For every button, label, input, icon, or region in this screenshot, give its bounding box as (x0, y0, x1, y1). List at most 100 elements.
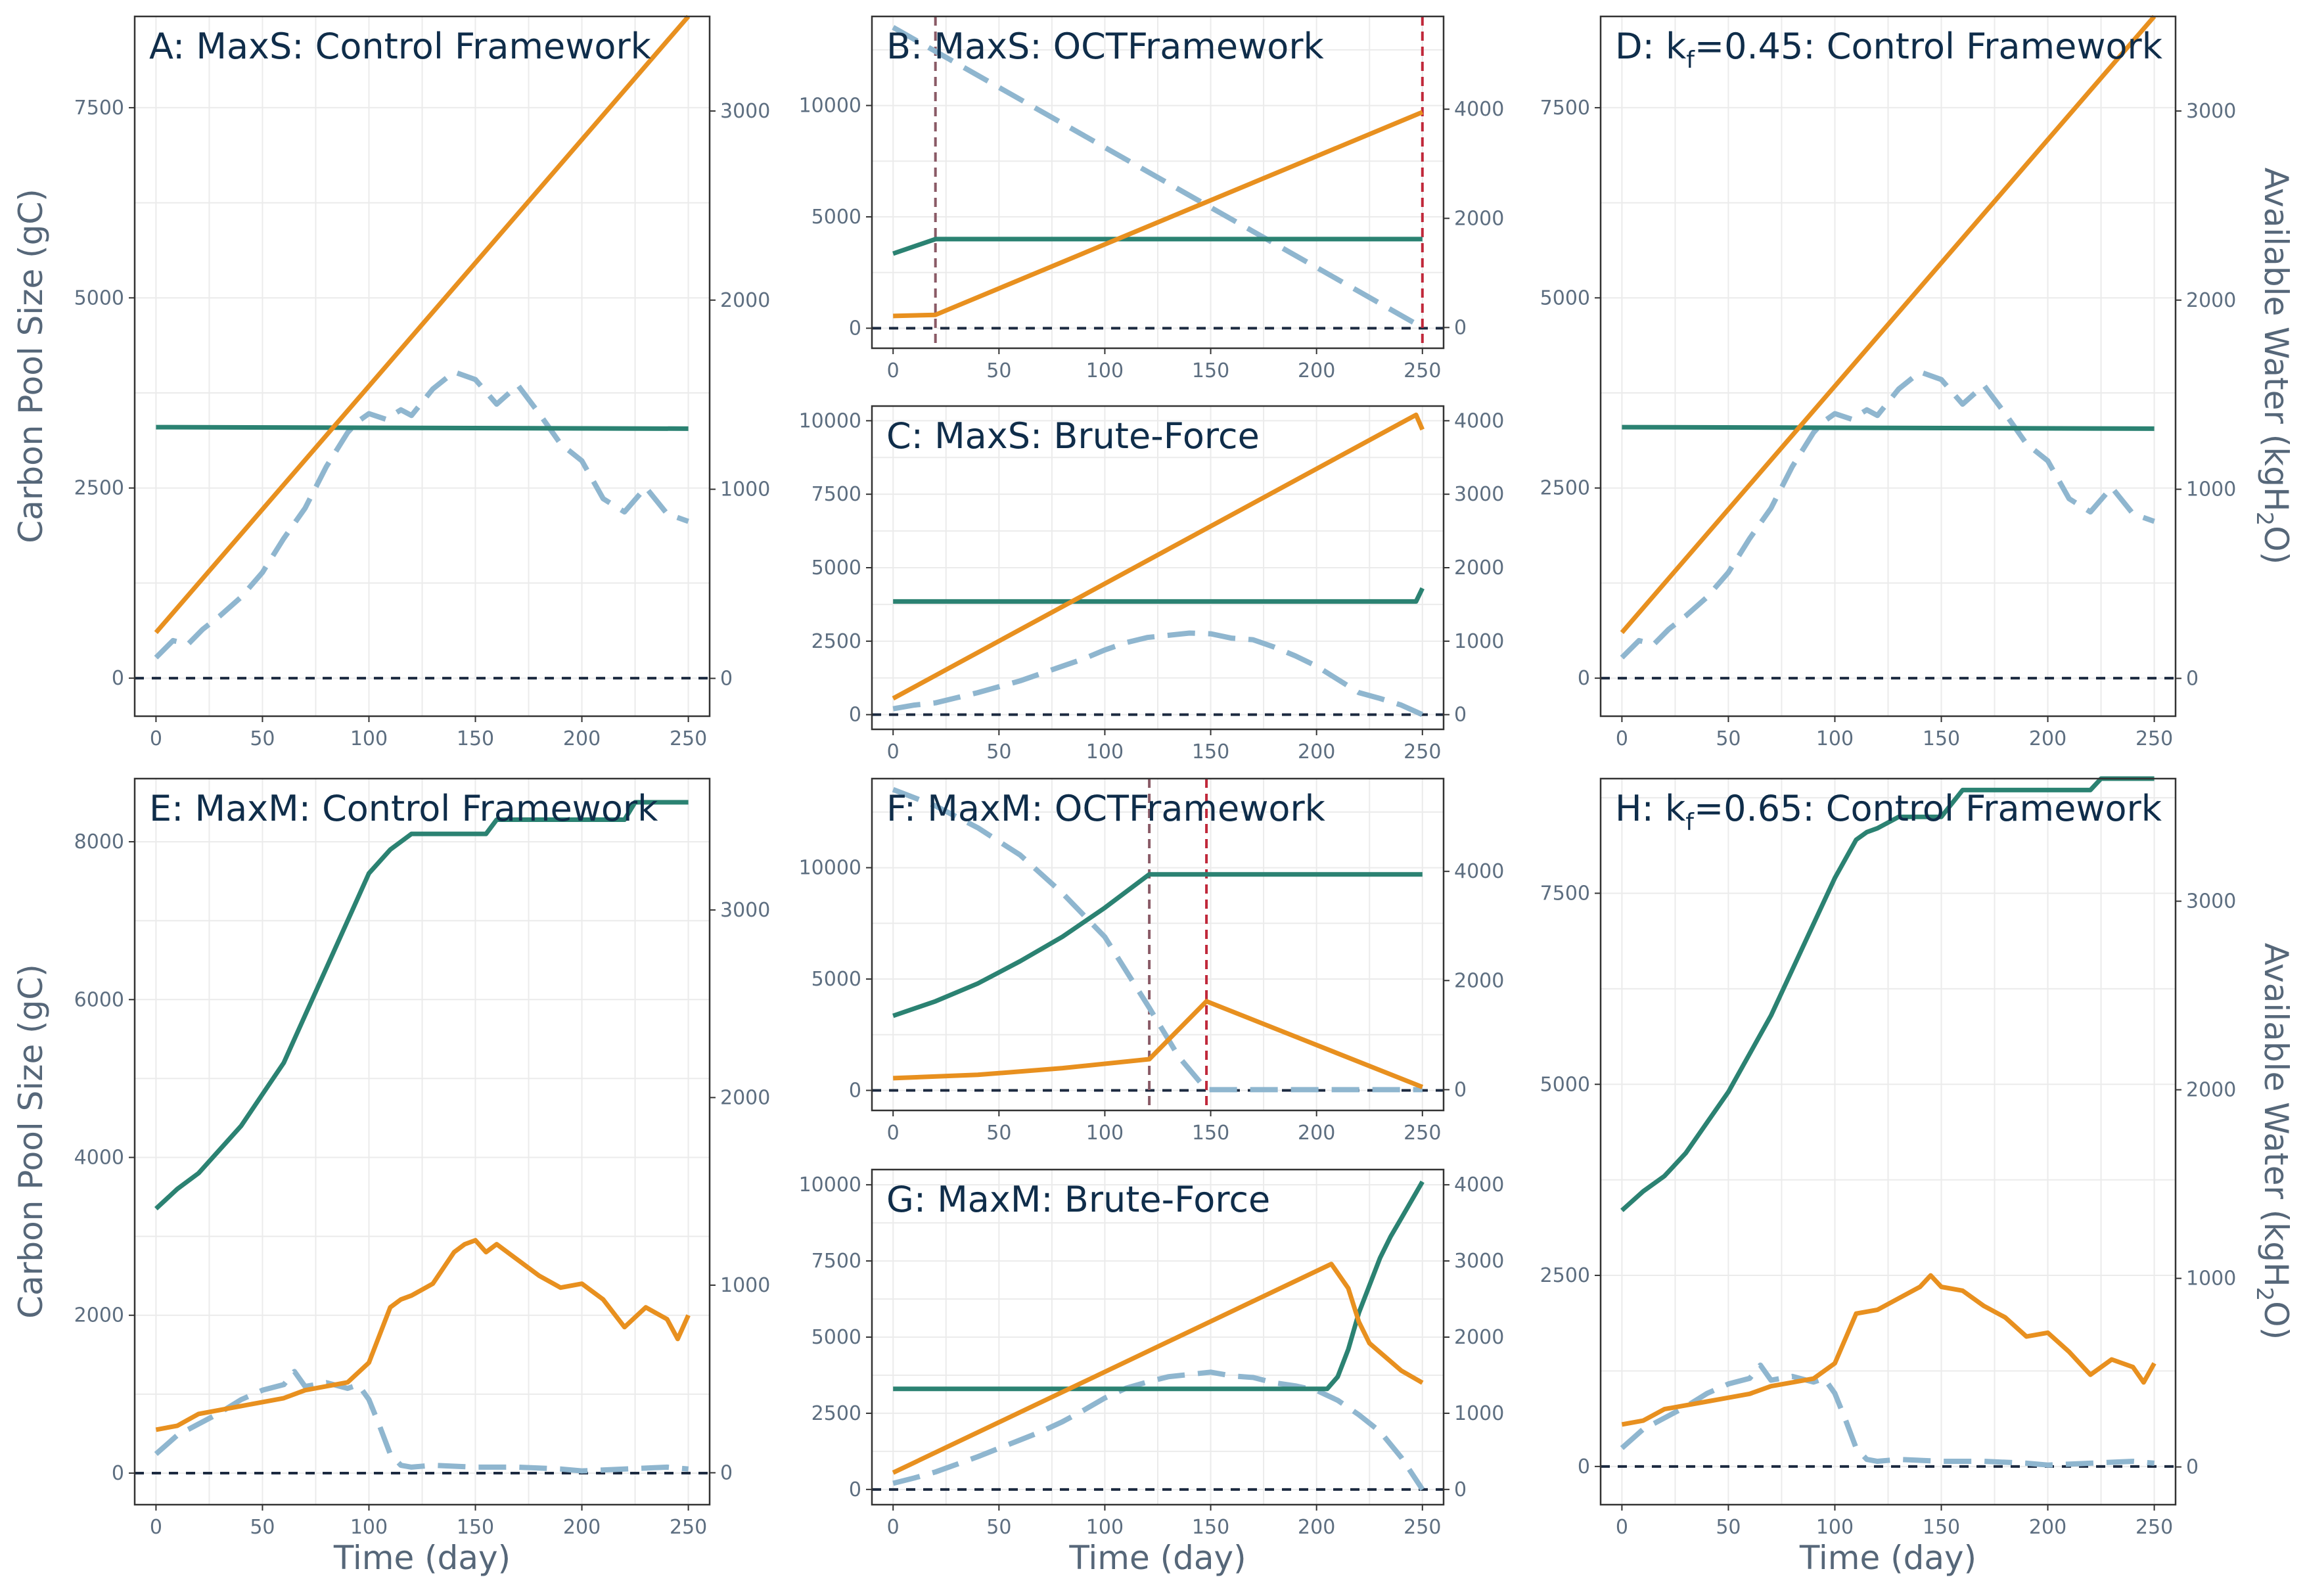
y-right-tick-label: 1000 (720, 478, 770, 501)
x-tick-label: 100 (1816, 727, 1854, 750)
panel-frame (133, 777, 711, 1506)
panel-b: 0 50 100 150 200 250 0 5000 10000 0 2000 4000 B: Max… (799, 15, 1504, 382)
y-left-tick-label: 0 (849, 1478, 861, 1501)
left-axis-label: Carbon Pool Size (gC) (12, 189, 50, 543)
y-left-tick-label: 5000 (811, 968, 861, 991)
series-structural-line (156, 424, 689, 431)
series-storage-line (892, 1262, 1424, 1475)
y-right-tick-label: 1000 (1454, 1402, 1504, 1425)
series-water-line (154, 369, 689, 660)
x-tick-label: 250 (670, 727, 707, 750)
x-tick-label: 200 (2029, 1516, 2066, 1539)
x-tick-label: 50 (986, 741, 1011, 764)
y-right-tick-label: 0 (1454, 1078, 1467, 1101)
y-left-tick-label: 7500 (811, 483, 861, 506)
y-left-tick-label: 0 (849, 704, 861, 727)
y-left-tick-label: 5000 (1540, 286, 1590, 309)
y-left-tick-label: 2500 (811, 630, 861, 653)
x-tick-label: 50 (250, 1516, 275, 1539)
y-left-tick-label: 5000 (811, 206, 861, 229)
x-tick-label: 100 (1086, 1516, 1124, 1539)
y-right-tick-label: 3000 (1454, 1250, 1504, 1273)
gridlines (135, 779, 710, 1505)
y-right-tick-label: 3000 (2186, 100, 2236, 123)
y-right-tick-label: 4000 (1454, 98, 1504, 121)
x-tick-label: 0 (1616, 1516, 1628, 1539)
y-left-tick-label: 0 (849, 317, 861, 340)
x-tick-label: 250 (670, 1516, 707, 1539)
x-tick-label: 50 (1716, 1516, 1741, 1539)
y-left-tick-label: 5000 (811, 1326, 861, 1349)
y-left-tick-label: 0 (112, 1462, 124, 1485)
x-tick-label: 250 (1404, 741, 1441, 764)
y-right-tick-label: 0 (1454, 704, 1467, 727)
x-tick-label: 200 (1298, 359, 1335, 382)
panel-title: C: MaxS: Brute-Force (886, 415, 1260, 457)
gridlines (135, 16, 710, 716)
panel-frame (133, 15, 711, 718)
y-left-tick-label: 10000 (799, 1174, 861, 1197)
series-structural-line (893, 1180, 1425, 1392)
panel-d: 0 50 100 150 200 2500250050007500010002000300… (1540, 14, 2295, 750)
x-tick-label: 100 (1086, 359, 1124, 382)
series-storage-line (892, 412, 1425, 701)
panel-h: 0 50 100 150 200 2500250050007500010002000300… (1540, 776, 2295, 1577)
series-water-line (892, 1369, 1425, 1492)
x-tick-label: 50 (250, 727, 275, 750)
y-left-tick-label: 10000 (799, 409, 861, 432)
x-tick-label: 100 (1086, 1122, 1124, 1145)
x-tick-label: 150 (457, 727, 494, 750)
y-left-tick-label: 5000 (1540, 1073, 1590, 1096)
y-left-tick-label: 5000 (74, 286, 124, 309)
y-right-tick-label: 0 (2186, 667, 2199, 690)
series-water-line (154, 1369, 689, 1474)
series-water-line (1620, 1362, 2155, 1468)
series-water-line (1620, 369, 2155, 660)
x-tick-label: 250 (1404, 1122, 1441, 1145)
y-left-tick-label: 7500 (1540, 882, 1590, 905)
x-tick-label: 150 (1923, 727, 1960, 750)
series-water-line (892, 787, 1423, 1093)
y-right-tick-label: 2000 (720, 1086, 770, 1109)
x-axis-label: Time (day) (333, 1539, 511, 1577)
x-tick-label: 150 (1192, 1122, 1229, 1145)
y-left-tick-label: 4000 (74, 1147, 124, 1170)
y-left-tick-label: 8000 (74, 831, 124, 854)
x-tick-label: 150 (1192, 741, 1229, 764)
panel-title: G: MaxM: Brute-Force (886, 1179, 1270, 1220)
x-tick-label: 200 (1298, 1516, 1335, 1539)
y-right-tick-label: 0 (720, 667, 733, 690)
y-right-tick-label: 2000 (1454, 207, 1504, 230)
y-right-tick-label: 0 (2186, 1456, 2199, 1479)
x-tick-label: 150 (1923, 1516, 1960, 1539)
series-storage-line (893, 999, 1424, 1089)
x-tick-label: 200 (563, 1516, 601, 1539)
x-tick-label: 100 (350, 727, 388, 750)
series-structural-line (892, 872, 1423, 1018)
x-axis-label: Time (day) (1068, 1539, 1246, 1577)
y-left-tick-label: 10000 (799, 857, 861, 880)
series-structural-line (1622, 424, 2155, 431)
panel-frame (1599, 15, 2177, 718)
y-left-tick-label: 2500 (1540, 477, 1590, 500)
panel-title: A: MaxS: Control Framework (149, 26, 652, 67)
y-left-tick-label: 6000 (74, 988, 124, 1011)
x-tick-label: 50 (986, 1516, 1011, 1539)
y-right-tick-label: 4000 (1454, 1174, 1504, 1197)
y-right-tick-label: 1000 (2186, 478, 2236, 501)
x-tick-label: 150 (1192, 1516, 1229, 1539)
gridlines (1601, 779, 2176, 1505)
series-structural-line (154, 800, 689, 1211)
y-left-tick-label: 5000 (811, 557, 861, 580)
y-right-tick-label: 3000 (1454, 483, 1504, 506)
panel-a: 0 50 100 150 200 2500250050007500010002000300… (12, 14, 770, 750)
x-tick-label: 100 (1086, 741, 1124, 764)
y-left-tick-label: 2500 (1540, 1264, 1590, 1287)
right-axis-label: Available Water (kgH2O) (2251, 943, 2295, 1340)
x-tick-label: 0 (1616, 727, 1628, 750)
series-storage-line (893, 110, 1424, 319)
gridlines (1601, 16, 2176, 716)
series-water-line (892, 630, 1424, 718)
y-left-tick-label: 0 (1578, 667, 1590, 690)
y-left-tick-label: 0 (849, 1079, 861, 1102)
